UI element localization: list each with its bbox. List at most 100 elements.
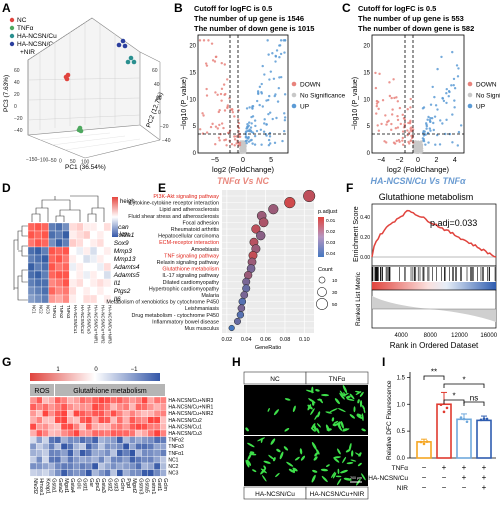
heatmap-d-cell (34, 270, 42, 280)
dotplot-e-term: Malaria (201, 293, 219, 299)
bar-i-ytick: 1.0 (397, 402, 406, 408)
volcano-point-up (433, 95, 436, 99)
volcano-point-down (401, 139, 404, 142)
heatmap-d-cell (41, 254, 49, 264)
heatmap-g-cell (116, 416, 124, 424)
bar-i-ylabel: Relative DFC Flourescence (386, 380, 393, 460)
heatmap-g-cell (60, 456, 68, 464)
heatmap-g-cell (160, 436, 167, 444)
volcano-point-up (431, 85, 434, 89)
dotplot-e-xtick: 0.06 (260, 337, 271, 343)
heatmap-g-cell (104, 462, 111, 470)
bar-i-significance: ****ns (423, 368, 485, 406)
fluorescent-cell (300, 455, 306, 461)
heatmap-d-cell (96, 286, 105, 296)
volcano-point-down (401, 130, 405, 133)
volcano-point-up (441, 122, 444, 125)
volcano-point-up (267, 98, 270, 102)
heatmap-d-gene: Acan (113, 224, 129, 231)
heatmap-g-cell (85, 403, 93, 411)
volcano-point-down (406, 133, 409, 137)
volcano-point-up (273, 94, 276, 98)
pca-ztick: −20 (14, 116, 23, 122)
heatmap-d-cell (69, 278, 77, 288)
fluorescent-cell (313, 456, 318, 461)
heatmap-g-col: Gsta5 (144, 478, 150, 493)
heatmap-g-row: HA-NCSN/Cu+NIR1 (168, 405, 213, 411)
heatmap-d-cell (62, 294, 70, 304)
heatmap-g-cell (141, 462, 148, 470)
heatmap-g-cell (104, 403, 111, 411)
heatmap-d-cell (83, 246, 91, 256)
bar-i-sign: − (422, 483, 427, 492)
volcano-b-ylabel: −log10 (P_value) (181, 77, 188, 130)
volcano-point-up (266, 39, 269, 42)
volcano-point-up (253, 143, 257, 146)
heatmap-g-cell (160, 469, 167, 477)
volcano-point-up (253, 119, 257, 122)
pca-point (122, 43, 128, 49)
heatmap-d-cell (96, 238, 105, 248)
heatmap-d-cell (69, 254, 77, 264)
volcano-point-up (422, 137, 425, 141)
volcano-point-ns (243, 144, 246, 147)
volcano-point-up (283, 112, 286, 115)
heatmap-d-sample: HA-NCSN/Cu+NIR1 (94, 305, 99, 344)
dotplot-e-xtick: 0.10 (299, 337, 310, 343)
dotplot-e-term: PI3K-Akt signaling pathway (153, 194, 219, 200)
heatmap-d-cell (89, 286, 98, 296)
fluorescent-cell (247, 453, 252, 460)
heatmap-g-col: Gclc (75, 478, 81, 489)
heatmap-g-cell (141, 410, 148, 417)
panel-e: E PI3K-Akt signaling pathwayCytokine-cyt… (106, 181, 337, 351)
heatmap-g-cell (85, 396, 93, 404)
bar-i-row-label: HA-NCSN/Cu (368, 475, 408, 482)
volcano-xtick: 5 (269, 157, 273, 164)
heatmap-g-cell (60, 469, 68, 477)
heatmap-g-cell (110, 436, 117, 444)
heatmap-g-cell (116, 436, 124, 444)
volcano-point-down (375, 102, 379, 105)
dotplot-e-term: Drug metabolism - cytochrome P450 (132, 313, 219, 319)
heatmap-g-colorbar (30, 373, 160, 381)
fluorescent-cell (312, 469, 318, 473)
heatmap-g-cell (73, 449, 80, 457)
volcano-ytick: 0 (193, 151, 197, 157)
volcano-point-up (262, 130, 266, 133)
fluorescent-cell (346, 398, 355, 401)
heatmap-d-cell (103, 286, 111, 296)
bar-i-sig-label: * (452, 392, 455, 401)
heatmap-g-cell (79, 456, 86, 464)
heatmap-g-row: HA-NCSN/Cu1 (168, 424, 202, 430)
heatmap-g-cell (60, 416, 68, 424)
volcano-point-up (268, 94, 271, 98)
volcano-point-up (436, 67, 439, 71)
heatmap-g-cell (48, 449, 55, 457)
volcano-point-up (434, 143, 437, 146)
dotplot-e-grid (222, 190, 314, 333)
fluorescent-cell (349, 414, 356, 419)
heatmap-d-sample: TNFα2 (59, 305, 64, 319)
heatmap-g-col: Mgst1 (63, 478, 69, 493)
heatmap-g-cell (129, 423, 136, 431)
volcano-point-up (265, 123, 268, 126)
heatmap-g-ros-bar (30, 384, 54, 396)
dotplot-e-term: TNF signaling pathway (164, 253, 219, 259)
heatmap-d-cell (41, 270, 49, 280)
fluorescent-cell (339, 390, 344, 396)
heatmap-g-cell (73, 410, 80, 417)
heatmap-g-cell (160, 396, 167, 404)
panel-letter-c: C (342, 1, 351, 15)
volcano-point-up (278, 76, 281, 79)
heatmap-d-cell (89, 222, 98, 232)
volcano-point-down (390, 96, 393, 100)
volcano-point-up (281, 139, 284, 143)
heatmap-d-cell (48, 230, 56, 240)
volcano-point-up (244, 135, 248, 138)
heatmap-g-cell (79, 416, 86, 424)
pca-points (63, 38, 137, 134)
dotplot-e-count-tick: 30 (332, 290, 338, 296)
heatmap-d-cell (103, 294, 111, 304)
volcano-point-ns (415, 142, 419, 145)
volcano-point-up (424, 143, 427, 146)
